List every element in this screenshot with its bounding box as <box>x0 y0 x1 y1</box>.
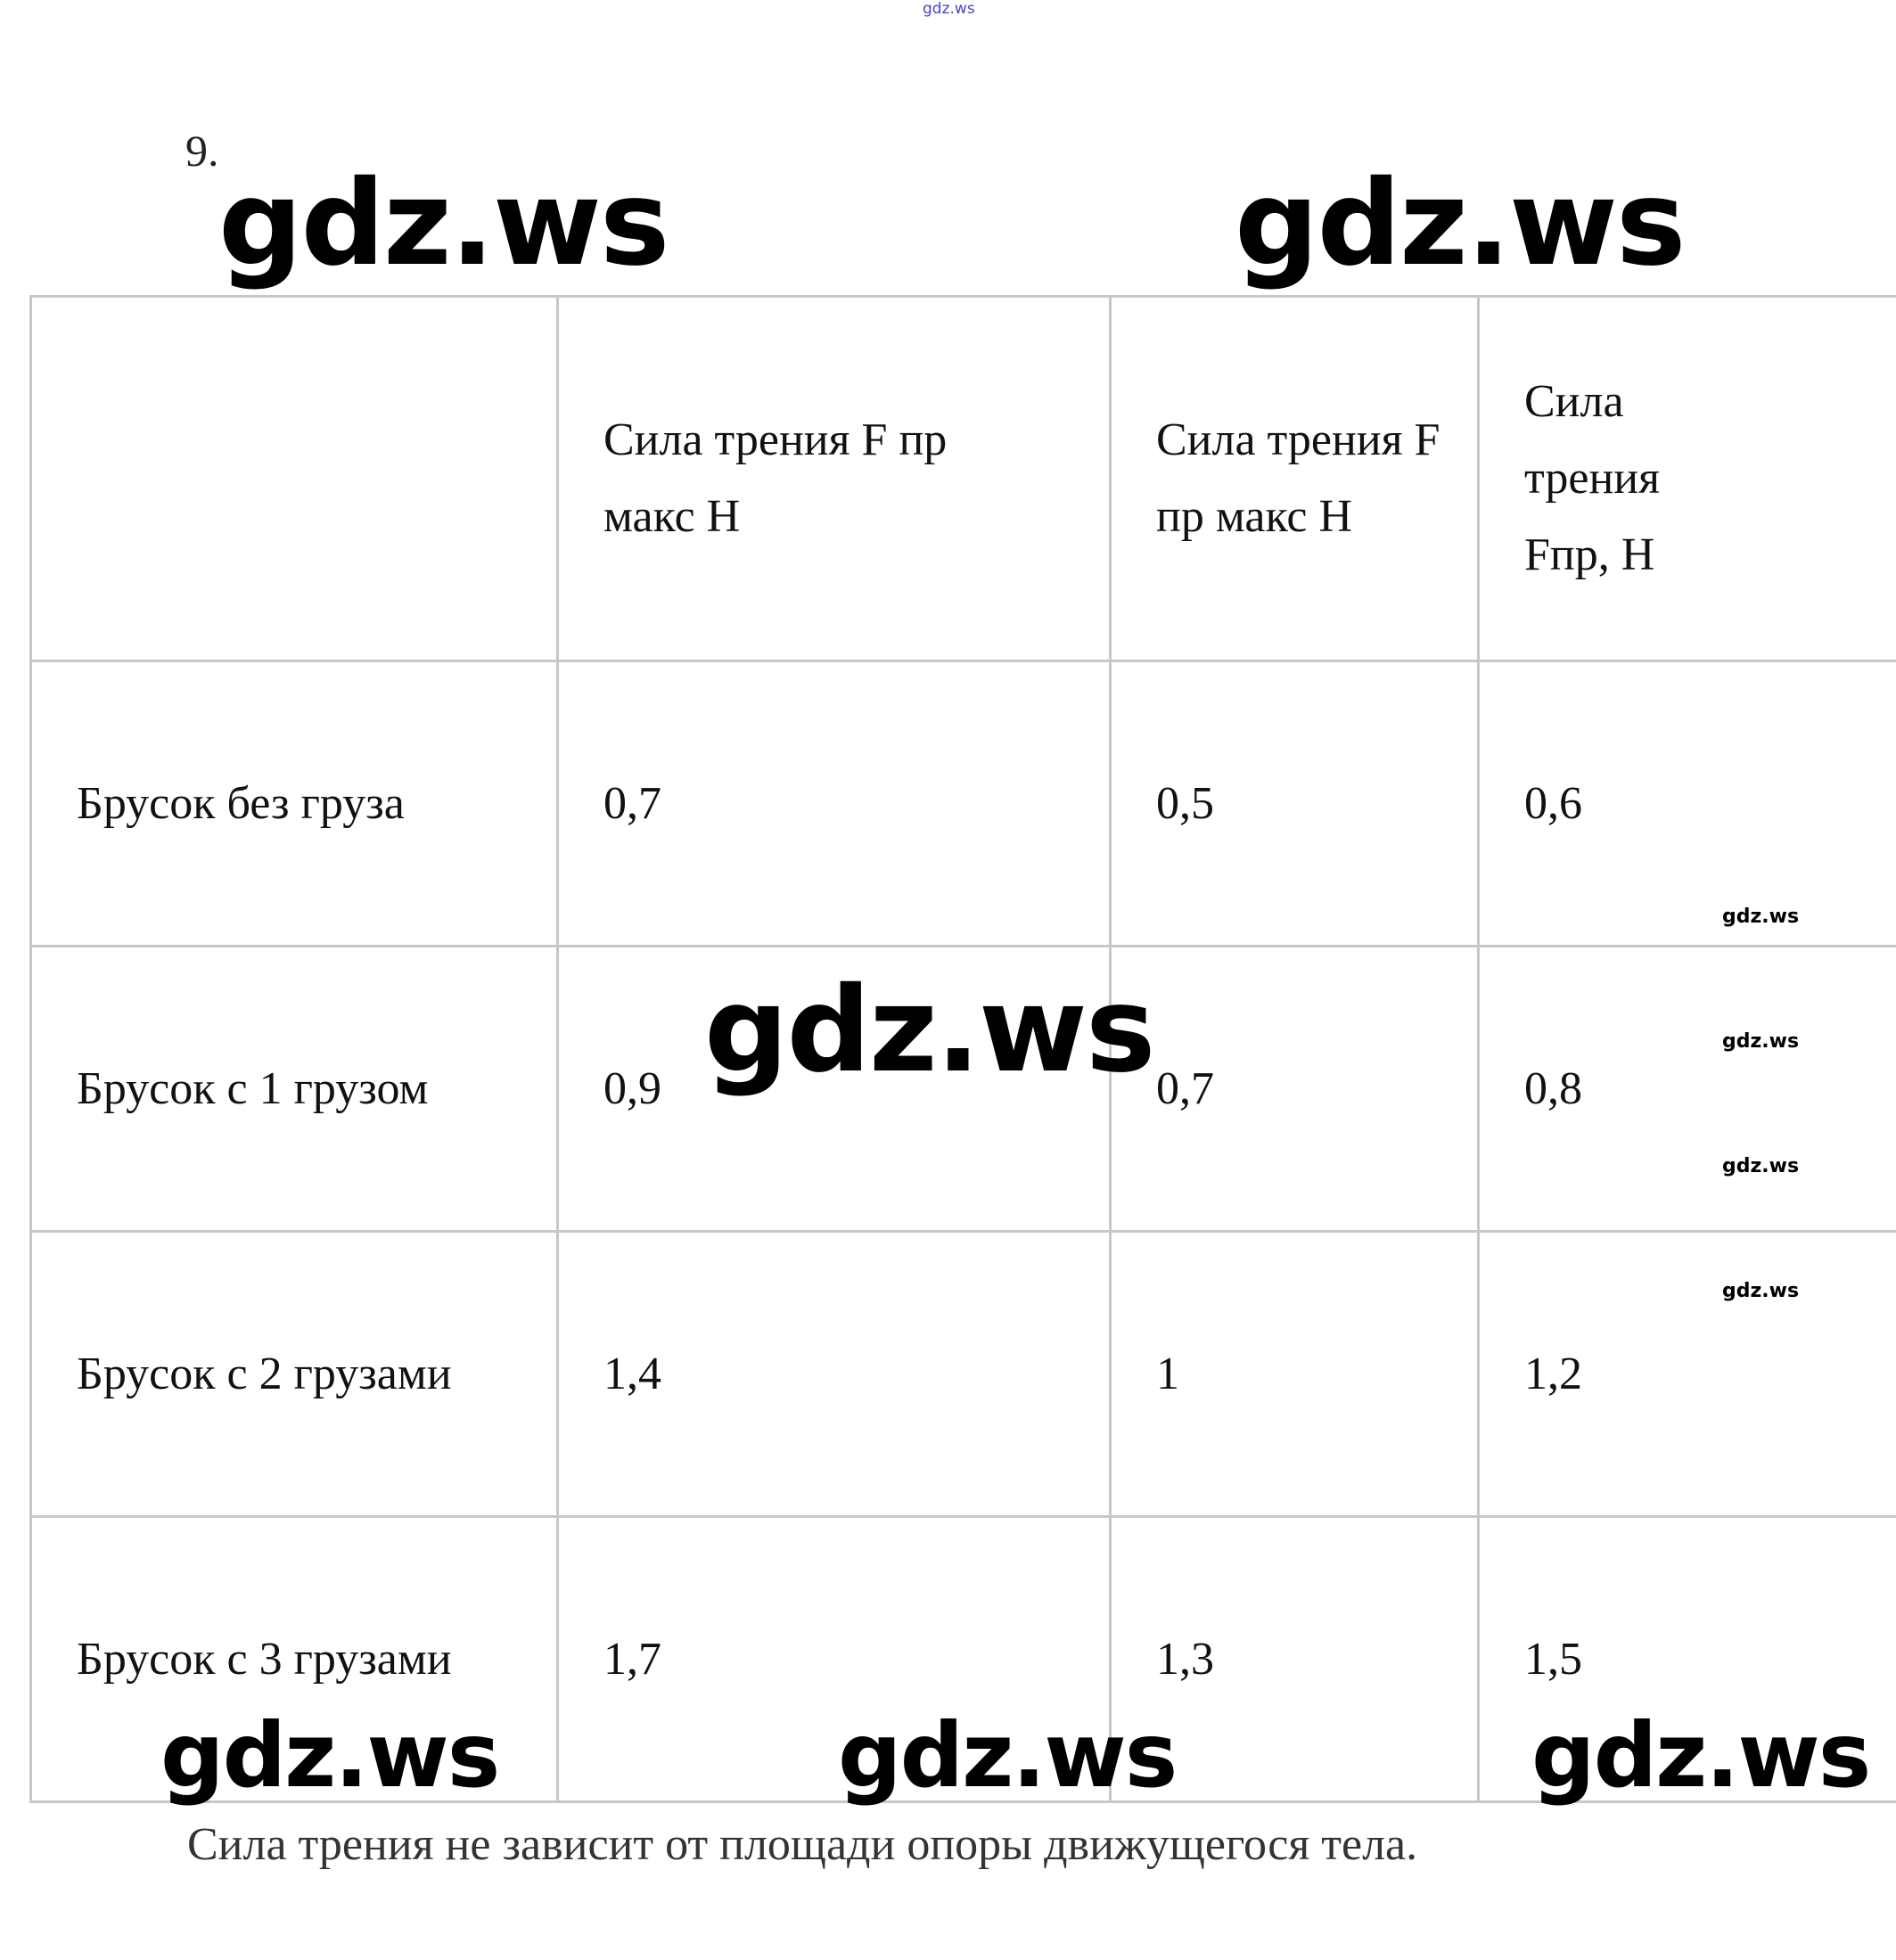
task-number: 9. <box>185 126 219 176</box>
cell: 1,5 <box>1477 1515 1896 1803</box>
watermark: gdz.ws <box>160 1703 500 1808</box>
cell: 1,3 <box>1109 1515 1480 1803</box>
watermark: gdz.ws <box>1722 1030 1800 1053</box>
table-header-row: Сила трения F пр макс Н Сила трения F пр… <box>29 295 1896 662</box>
table-row: Брусок без груза 0,7 0,5 0,6 <box>29 660 1896 947</box>
cell: 1,7 <box>556 1515 1112 1803</box>
friction-table: Сила трения F пр макс Н Сила трения F пр… <box>29 295 1896 1803</box>
table-row: Брусок с 1 грузом 0,9 0,7 0,8 <box>29 945 1896 1233</box>
watermark: gdz.ws <box>704 962 1155 1099</box>
cell: 0,7 <box>1109 945 1480 1233</box>
watermark: gdz.ws <box>1722 906 1800 928</box>
cell: 0,6 <box>1477 660 1896 947</box>
cell: 0,8 <box>1477 945 1896 1233</box>
conclusion-text: Сила трения не зависит от площади опоры … <box>187 1819 1418 1870</box>
watermark-top: gdz.ws <box>923 0 975 18</box>
watermark: gdz.ws <box>1531 1703 1871 1808</box>
watermark: gdz.ws <box>1235 155 1686 292</box>
cell: 0,5 <box>1109 660 1480 947</box>
table-row: Брусок с 3 грузами 1,7 1,3 1,5 <box>29 1515 1896 1803</box>
watermark: gdz.ws <box>218 155 669 292</box>
row-label: Брусок с 1 грузом <box>29 945 559 1233</box>
row-label: Брусок с 3 грузами <box>29 1515 559 1803</box>
cell: 1,2 <box>1477 1230 1896 1518</box>
watermark: gdz.ws <box>1722 1155 1800 1177</box>
cell: 1 <box>1109 1230 1480 1518</box>
header-cell <box>29 295 559 662</box>
header-cell: Сила трения Fпр, Н <box>1477 295 1896 662</box>
row-label: Брусок без груза <box>29 660 559 947</box>
header-cell: Сила трения F пр макс Н <box>1109 295 1480 662</box>
row-label: Брусок с 2 грузами <box>29 1230 559 1518</box>
table-row: Брусок с 2 грузами 1,4 1 1,2 <box>29 1230 1896 1518</box>
header-cell: Сила трения F пр макс Н <box>556 295 1112 662</box>
cell: 1,4 <box>556 1230 1112 1518</box>
watermark: gdz.ws <box>1722 1280 1800 1302</box>
watermark: gdz.ws <box>838 1703 1178 1808</box>
cell: 0,7 <box>556 660 1112 947</box>
cell: 0,9 <box>556 945 1112 1233</box>
